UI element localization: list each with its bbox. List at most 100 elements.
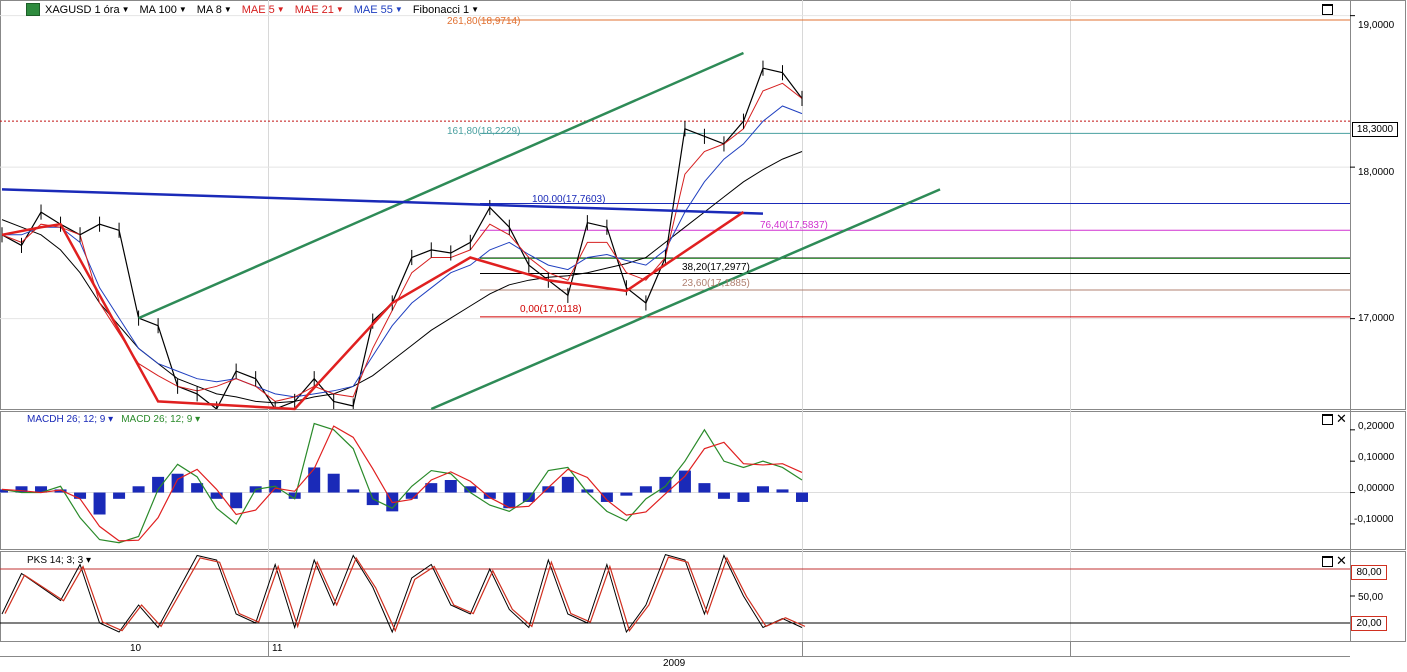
macd-legend: MACDH 26; 12; 9 ▾ MACD 26; 12; 9 ▾ — [27, 414, 200, 425]
fib-label: 161,80(18,2229) — [447, 126, 521, 137]
macd-axis-label: 0,10000 — [1358, 452, 1395, 463]
macdh-bar — [113, 492, 126, 499]
indicator-label: MAE 21 — [294, 3, 334, 16]
indicator-label: MA 100 — [139, 3, 177, 16]
chevron-down-icon[interactable]: ▼ — [223, 5, 232, 14]
macdh-bar — [776, 489, 789, 493]
series-line — [1, 67, 803, 409]
trendline — [138, 51, 744, 320]
macd-axis-label: -0,10000 — [1354, 514, 1394, 525]
fib-label: 261,80(18,9714) — [447, 16, 521, 27]
price-axis-label: 18,0000 — [1358, 167, 1395, 178]
macd-axis-label: 0,20000 — [1358, 421, 1395, 432]
x-axis-year: 2009 — [663, 658, 686, 669]
price-axis-label: 19,0000 — [1358, 20, 1395, 31]
pks-legend: PKS 14; 3; 3 ▾ — [27, 555, 91, 566]
indicator-label: MACD 26; 12; 9 — [121, 414, 193, 425]
indicator-label: PKS 14; 3; 3 — [27, 555, 84, 566]
trendline — [1, 188, 764, 215]
macdh-bar — [132, 486, 145, 493]
macdh-bar — [678, 470, 691, 493]
chevron-down-icon[interactable]: ▼ — [178, 5, 187, 14]
macdh-bar — [542, 486, 555, 493]
current-price-tag: 18,3000 — [1352, 122, 1398, 137]
chevron-down-icon[interactable]: ▼ — [335, 5, 344, 14]
macdh-bar — [308, 467, 321, 493]
macdh-bar — [15, 486, 28, 493]
chevron-down-icon[interactable]: ▼ — [471, 5, 479, 14]
symbol-selector[interactable]: XAGUSD 1 óra ▼ — [26, 3, 130, 16]
macdh-bar — [756, 486, 769, 493]
macdh-bar — [483, 492, 496, 499]
pks-level-tag: 20,00 — [1351, 616, 1387, 631]
chevron-down-icon[interactable]: ▾ — [85, 555, 91, 566]
maximize-icon[interactable] — [1322, 414, 1333, 425]
macdh-bar — [0, 489, 8, 493]
indicator-label: MAE 5 — [241, 3, 275, 16]
macdh-bar — [561, 476, 574, 493]
macdh-bar — [152, 476, 165, 493]
chevron-down-icon[interactable]: ▾ — [108, 414, 114, 425]
indicator-pks[interactable]: PKS 14; 3; 3 ▾ — [27, 555, 91, 566]
macdh-bar — [74, 492, 87, 499]
price-axis-label: 17,0000 — [1358, 313, 1395, 324]
indicator-label: MA 8 — [196, 3, 222, 16]
panel-frame — [0, 0, 1406, 410]
macdh-bar — [620, 492, 633, 496]
x-axis-label: 10 — [130, 643, 142, 654]
macdh-bar — [444, 480, 457, 493]
indicator-macdh[interactable]: MACDH 26; 12; 9 ▾ — [27, 414, 113, 425]
x-axis-label: 11 — [272, 643, 283, 654]
indicator-mae5[interactable]: MAE 5 ▼ — [242, 4, 285, 16]
chevron-down-icon[interactable]: ▼ — [121, 5, 130, 14]
macdh-bar — [327, 473, 340, 493]
macdh-bar — [93, 492, 106, 515]
series-line — [1, 151, 803, 404]
close-icon[interactable]: ✕ — [1336, 553, 1347, 568]
close-icon[interactable]: ✕ — [1336, 411, 1347, 426]
indicator-macd[interactable]: MACD 26; 12; 9 ▾ — [121, 414, 200, 425]
pks-axis-label: 50,00 — [1358, 592, 1384, 603]
chart-type-icon[interactable] — [26, 3, 40, 16]
pks-k-line — [1, 553, 803, 634]
macd-axis-label: 0,00000 — [1358, 483, 1395, 494]
indicator-ma8[interactable]: MA 8 ▼ — [197, 4, 232, 16]
macdh-bar — [54, 489, 67, 493]
indicator-ma100[interactable]: MA 100 ▼ — [140, 4, 187, 16]
panel-frame — [0, 411, 1406, 550]
macdh-bar — [717, 492, 730, 499]
macdh-bar — [796, 492, 808, 502]
indicator-label: MACDH 26; 12; 9 — [27, 414, 106, 425]
indicator-legend: XAGUSD 1 óra ▼ MA 100 ▼ MA 8 ▼ MAE 5 ▼ MAE … — [26, 3, 479, 16]
macdh-bar — [600, 492, 613, 502]
pks-d-line — [4, 556, 806, 633]
panel-frame — [0, 551, 1406, 642]
fib-label: 38,20(17,2977) — [682, 262, 750, 273]
macdh-bar — [210, 492, 223, 499]
indicator-mae55[interactable]: MAE 55 ▼ — [354, 4, 403, 16]
maximize-icon[interactable] — [1322, 4, 1333, 15]
indicator-fibonacci[interactable]: Fibonacci 1 ▼ — [413, 4, 479, 16]
indicator-mae21[interactable]: MAE 21 ▼ — [295, 4, 344, 16]
macdh-bar — [522, 492, 535, 502]
fib-label: 0,00(17,0118) — [520, 304, 582, 315]
maximize-icon[interactable] — [1322, 556, 1333, 567]
chevron-down-icon[interactable]: ▾ — [195, 414, 201, 425]
fib-label: 76,40(17,5837) — [760, 220, 828, 231]
indicator-label: MAE 55 — [353, 3, 393, 16]
macdh-bar — [347, 489, 360, 493]
macdh-bar — [464, 486, 477, 493]
macdh-bar — [230, 492, 243, 509]
fib-label: 23,60(17,1885) — [682, 278, 750, 289]
macd-line — [1, 422, 803, 544]
symbol-label: XAGUSD 1 óra — [45, 3, 120, 16]
macdh-bar — [698, 483, 711, 493]
macdh-bar — [191, 483, 204, 493]
macdh-bar — [405, 492, 418, 499]
trendline — [430, 188, 941, 411]
macdh-bar — [288, 492, 301, 499]
chevron-down-icon[interactable]: ▼ — [394, 5, 403, 14]
chevron-down-icon[interactable]: ▼ — [276, 5, 285, 14]
macdh-bar — [503, 492, 516, 509]
